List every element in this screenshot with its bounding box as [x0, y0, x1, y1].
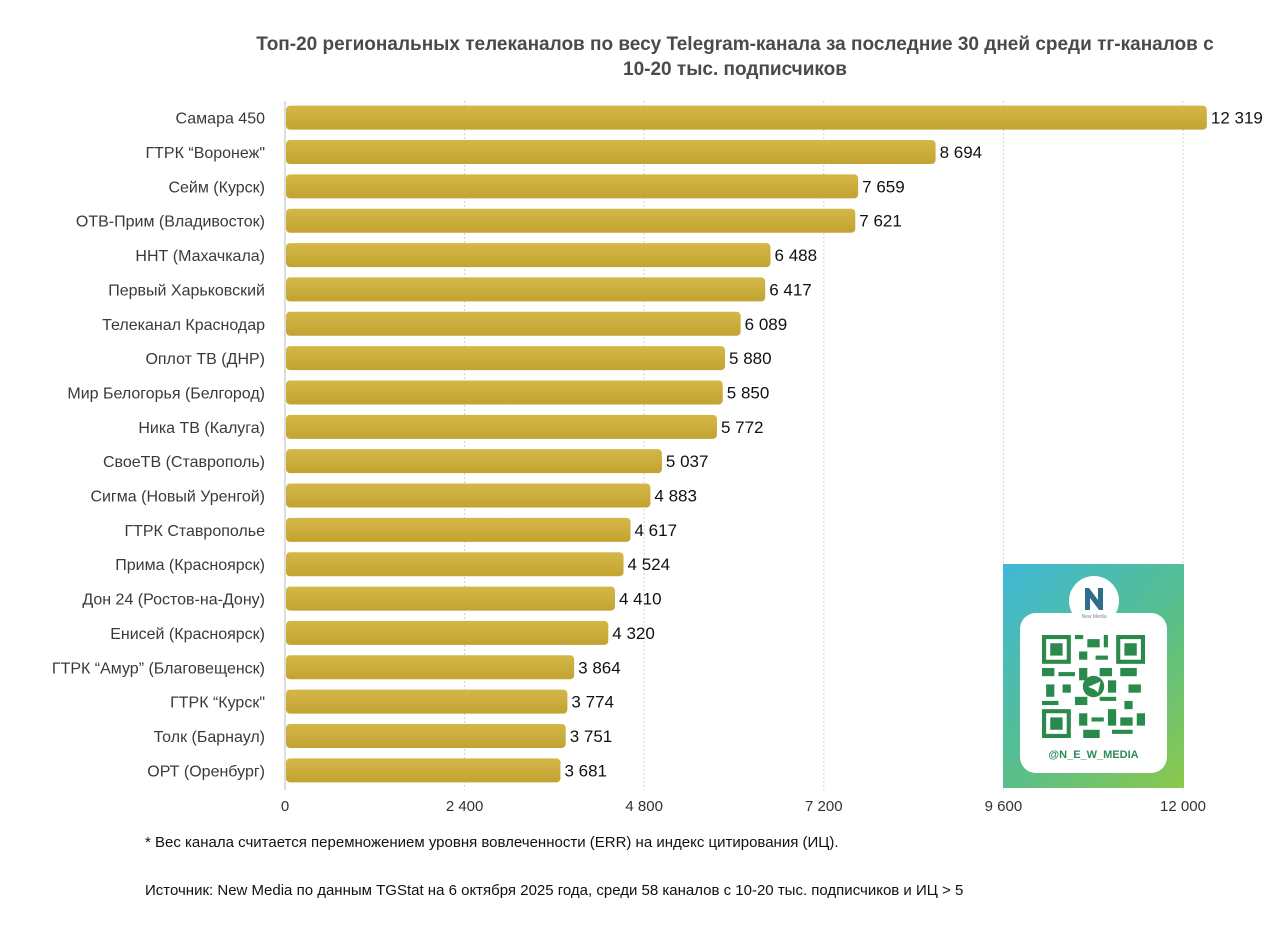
- category-label: ГТРК “Курск": [170, 695, 265, 712]
- category-label: Дон 24 (Ростов-на-Дону): [82, 592, 265, 609]
- qr-code-icon: [1042, 635, 1145, 738]
- x-tick-label: 7 200: [805, 798, 843, 815]
- category-label: Прима (Красноярск): [115, 557, 265, 574]
- new-media-logo-icon: New Media: [1069, 576, 1119, 626]
- bar: [286, 380, 723, 405]
- value-label: 3 681: [564, 761, 607, 780]
- category-label: ГТРК Ставрополье: [124, 523, 265, 540]
- category-label: Телеканал Краснодар: [102, 317, 265, 334]
- x-tick-label: 12 000: [1160, 798, 1206, 815]
- category-label: ГТРК “Воронеж": [145, 145, 265, 162]
- bar: [286, 483, 651, 508]
- bar: [286, 655, 575, 680]
- category-label: Толк (Барнаул): [154, 729, 265, 746]
- category-label: ОРТ (Оренбург): [147, 763, 265, 780]
- bars: [286, 105, 1207, 783]
- bar: [286, 689, 568, 714]
- bar: [286, 517, 631, 542]
- source-note: Источник: New Media по данным TGStat на …: [145, 882, 964, 899]
- bar: [286, 140, 936, 165]
- value-label: 3 864: [578, 658, 621, 677]
- value-label: 6 417: [769, 280, 812, 299]
- bar: [286, 758, 561, 783]
- value-label: 6 488: [775, 246, 818, 265]
- bar: [286, 620, 609, 645]
- value-label: 5 880: [729, 349, 772, 368]
- qr-card: @N_E_W_MEDIA: [1020, 613, 1167, 773]
- footnote: * Вес канала считается перемножением уро…: [145, 834, 839, 851]
- category-label: ОТВ-Прим (Владивосток): [76, 214, 265, 231]
- gridlines: [284, 101, 1184, 790]
- value-label: 12 319: [1211, 109, 1263, 128]
- category-labels: Самара 450 ГТРК “Воронеж" Сейм (Курск) ОТВ-…: [52, 111, 265, 781]
- bar: [286, 723, 566, 748]
- bar: [286, 449, 662, 474]
- bar: [286, 552, 624, 577]
- value-label: 7 659: [862, 177, 905, 196]
- x-tick-label: 4 800: [625, 798, 663, 815]
- bar: [286, 105, 1207, 130]
- x-tick-label: 9 600: [985, 798, 1023, 815]
- bar: [286, 586, 616, 611]
- value-label: 7 621: [859, 212, 902, 231]
- bar: [286, 243, 771, 268]
- bar: [286, 346, 726, 371]
- value-label: 8 694: [940, 143, 983, 162]
- category-label: Оплот ТВ (ДНР): [145, 351, 265, 368]
- value-label: 4 524: [628, 555, 671, 574]
- value-label: 4 320: [612, 624, 655, 643]
- category-label: Мир Белогорья (Белгород): [67, 385, 265, 402]
- x-axis-ticks: 0 2 400 4 800 7 200 9 600 12 000: [281, 798, 1206, 815]
- value-label: 3 751: [570, 727, 613, 746]
- bar: [286, 277, 766, 302]
- value-label: 3 774: [571, 693, 614, 712]
- category-label: СвоеТВ (Ставрополь): [103, 454, 265, 471]
- value-label: 5 850: [727, 383, 770, 402]
- category-label: Самара 450: [176, 111, 266, 128]
- category-label: ГТРК “Амур” (Благовещенск): [52, 660, 265, 677]
- value-label: 4 617: [635, 521, 678, 540]
- value-label: 5 772: [721, 418, 764, 437]
- bar: [286, 208, 856, 233]
- qr-badge[interactable]: @N_E_W_MEDIA New Media: [1003, 564, 1184, 788]
- category-label: Первый Харьковский: [108, 282, 265, 299]
- category-label: Енисей (Красноярск): [110, 626, 265, 643]
- category-label: Ника ТВ (Калуга): [138, 420, 265, 437]
- bar-chart: Самара 450 ГТРК “Воронеж" Сейм (Курск) ОТВ-…: [52, 101, 1263, 815]
- qr-handle: @N_E_W_MEDIA: [1048, 749, 1139, 761]
- bar: [286, 414, 717, 439]
- logo-text: New Media: [1081, 614, 1106, 620]
- chart-title: Топ-20 региональных телеканалов по весу …: [256, 34, 1214, 80]
- value-label: 4 883: [654, 487, 697, 506]
- bar: [286, 311, 741, 336]
- value-label: 5 037: [666, 452, 709, 471]
- x-tick-label: 0: [281, 798, 289, 815]
- category-label: Сейм (Курск): [168, 179, 265, 196]
- x-tick-label: 2 400: [446, 798, 484, 815]
- category-label: ННТ (Махачкала): [135, 248, 265, 265]
- value-labels: 12 319 8 694 7 659 7 621 6 488 6 417 6 089 5 88…: [564, 109, 1262, 781]
- value-label: 4 410: [619, 590, 662, 609]
- value-label: 6 089: [745, 315, 788, 334]
- bar: [286, 174, 859, 199]
- category-label: Сигма (Новый Уренгой): [90, 489, 265, 506]
